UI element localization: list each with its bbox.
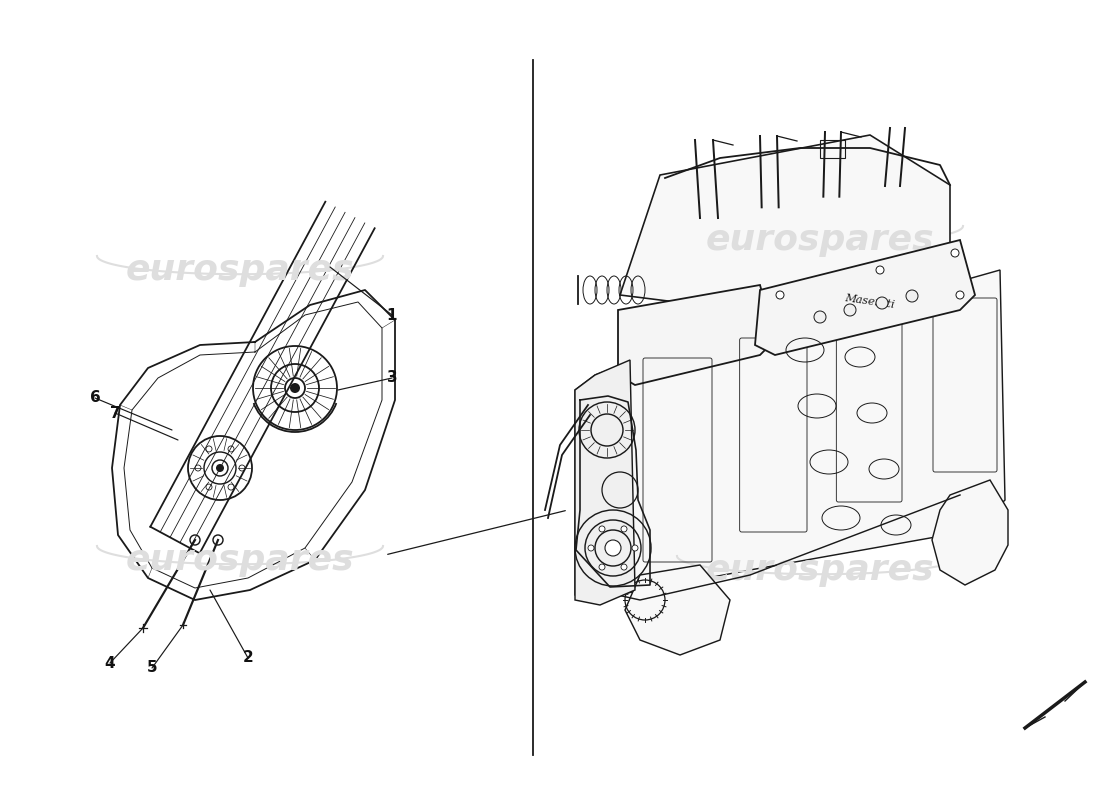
Circle shape [206,484,212,490]
Circle shape [632,545,638,551]
Circle shape [906,290,918,302]
Circle shape [212,460,228,476]
Circle shape [952,249,959,257]
Circle shape [776,291,784,299]
Circle shape [876,297,888,309]
Polygon shape [932,480,1008,585]
Text: Maserati: Maserati [845,294,895,310]
Circle shape [213,535,223,545]
Text: 4: 4 [104,655,116,670]
Circle shape [228,446,234,452]
Circle shape [844,304,856,316]
Circle shape [600,564,605,570]
Circle shape [216,464,224,472]
Circle shape [621,564,627,570]
Text: 1: 1 [387,307,397,322]
Circle shape [290,383,300,393]
Polygon shape [755,240,975,355]
Polygon shape [575,270,1005,600]
Text: eurospares: eurospares [125,543,354,577]
Circle shape [814,311,826,323]
Circle shape [239,465,245,471]
Bar [820,140,845,158]
Circle shape [195,465,201,471]
Text: 5: 5 [146,661,157,675]
Polygon shape [618,285,776,385]
Text: 3: 3 [387,370,397,386]
Circle shape [956,291,964,299]
Text: 2: 2 [243,650,253,666]
Text: eurospares: eurospares [706,223,934,257]
Circle shape [605,540,621,556]
Circle shape [600,526,605,532]
Text: eurospares: eurospares [706,553,934,587]
Text: eurospares: eurospares [125,253,354,287]
Circle shape [876,266,884,274]
Text: 6: 6 [89,390,100,406]
Circle shape [621,526,627,532]
Text: 7: 7 [110,406,120,421]
Polygon shape [575,360,635,605]
Circle shape [588,545,594,551]
Circle shape [285,378,305,398]
Circle shape [206,446,212,452]
Circle shape [190,535,200,545]
Circle shape [228,484,234,490]
Polygon shape [625,565,730,655]
Polygon shape [620,135,950,305]
